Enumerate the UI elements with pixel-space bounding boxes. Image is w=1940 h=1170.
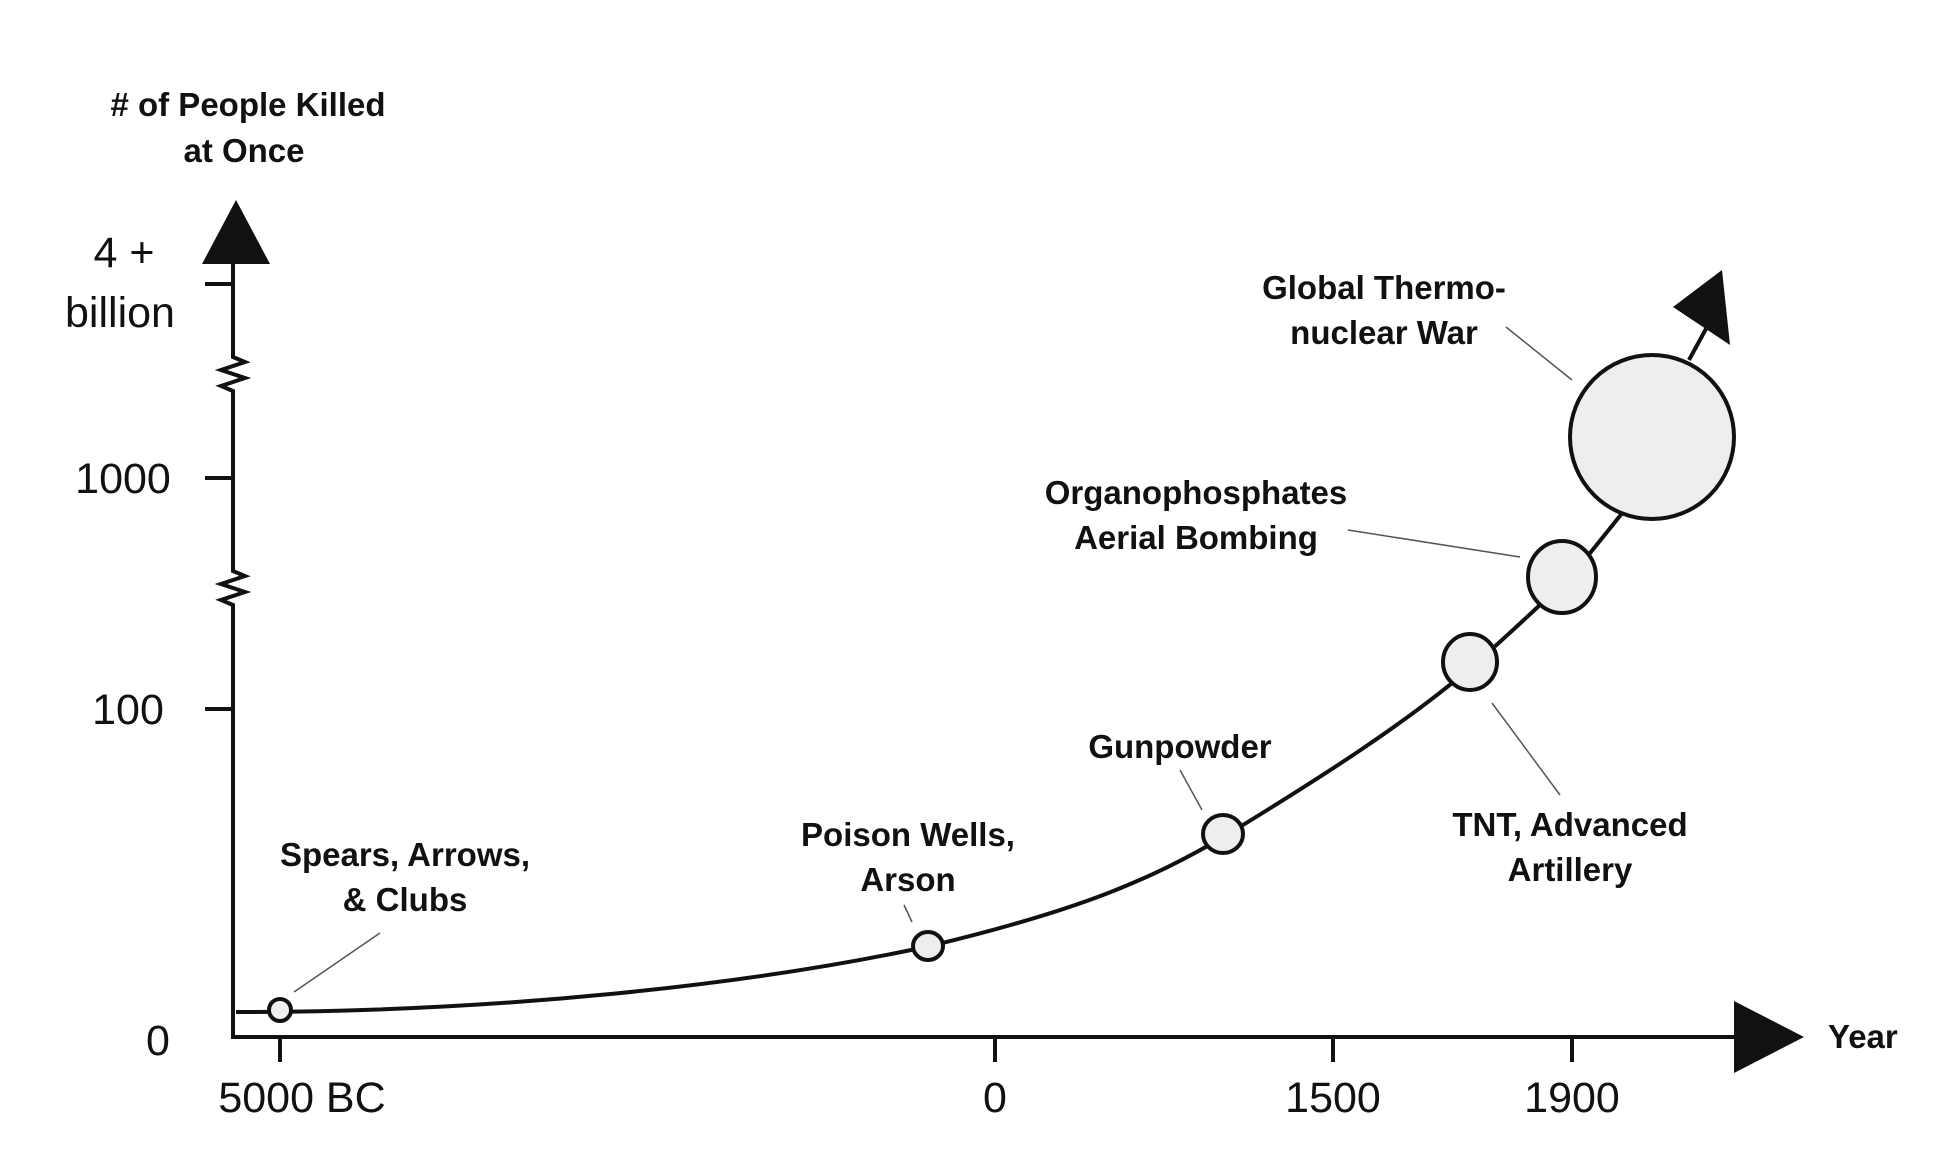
- annotation-label-1-line-1: Arson: [860, 861, 955, 898]
- marker-1: [911, 930, 945, 962]
- marker-4: [1526, 539, 1598, 615]
- x-tick-label-1: 0: [983, 1074, 1007, 1122]
- annotation-label-1-line-0: Poison Wells,: [801, 816, 1015, 853]
- y-tick-label-1000: 1000: [75, 455, 171, 503]
- markers: [267, 353, 1736, 1023]
- annotation-label-4-line-0: Organophosphates: [1045, 474, 1348, 511]
- annotation-label-0-line-1: & Clubs: [343, 881, 468, 918]
- leader-line-5: [1505, 326, 1573, 381]
- leader-line-3: [1491, 702, 1561, 796]
- y-tick-label-4-billion-line-1: 4 +: [94, 229, 155, 277]
- y-tick-label-0: 0: [146, 1017, 170, 1065]
- x-axis-arrow: [1734, 1001, 1804, 1073]
- trend-arrow-head: [1673, 270, 1730, 345]
- annotation-labels: Spears, Arrows, & Clubs Poison Wells, Arson…: [280, 269, 1688, 918]
- y-axis-line: [214, 240, 252, 1037]
- y-axis-title-line-2: at Once: [183, 132, 304, 169]
- trend-arrow-stem: [1687, 326, 1709, 361]
- x-tick-label-2: 1500: [1285, 1074, 1381, 1122]
- leader-line-2: [1179, 769, 1203, 811]
- leader-line-4: [1347, 529, 1521, 558]
- annotation-label-3-line-0: TNT, Advanced: [1452, 806, 1687, 843]
- leader-line-1: [903, 904, 913, 923]
- trend-curve: [235, 468, 1657, 1014]
- annotation-label-0-line-0: Spears, Arrows,: [280, 836, 530, 873]
- marker-2: [1201, 813, 1245, 855]
- leader-lines: [293, 326, 1573, 993]
- marker-5: [1568, 353, 1736, 521]
- x-ticks: 5000 BC 0 1500 1900: [218, 1037, 1620, 1122]
- annotation-label-5-line-1: nuclear War: [1290, 314, 1478, 351]
- annotation-label-4-line-1: Aerial Bombing: [1074, 519, 1318, 556]
- x-tick-label-3: 1900: [1524, 1074, 1620, 1122]
- y-tick-label-4-billion-line-2: billion: [65, 289, 175, 337]
- marker-0: [267, 997, 293, 1023]
- y-axis-arrow: [202, 200, 270, 264]
- annotation-label-2-line-0: Gunpowder: [1088, 728, 1271, 765]
- x-axis-title: Year: [1828, 1018, 1898, 1055]
- annotation-label-5-line-0: Global Thermo-: [1262, 269, 1506, 306]
- y-axis-title-line-1: # of People Killed: [110, 86, 385, 123]
- y-tick-label-100: 100: [92, 686, 164, 734]
- marker-3: [1441, 632, 1499, 692]
- annotation-label-3-line-1: Artillery: [1508, 851, 1633, 888]
- x-tick-label-0: 5000 BC: [218, 1074, 385, 1122]
- leader-line-0: [293, 932, 381, 993]
